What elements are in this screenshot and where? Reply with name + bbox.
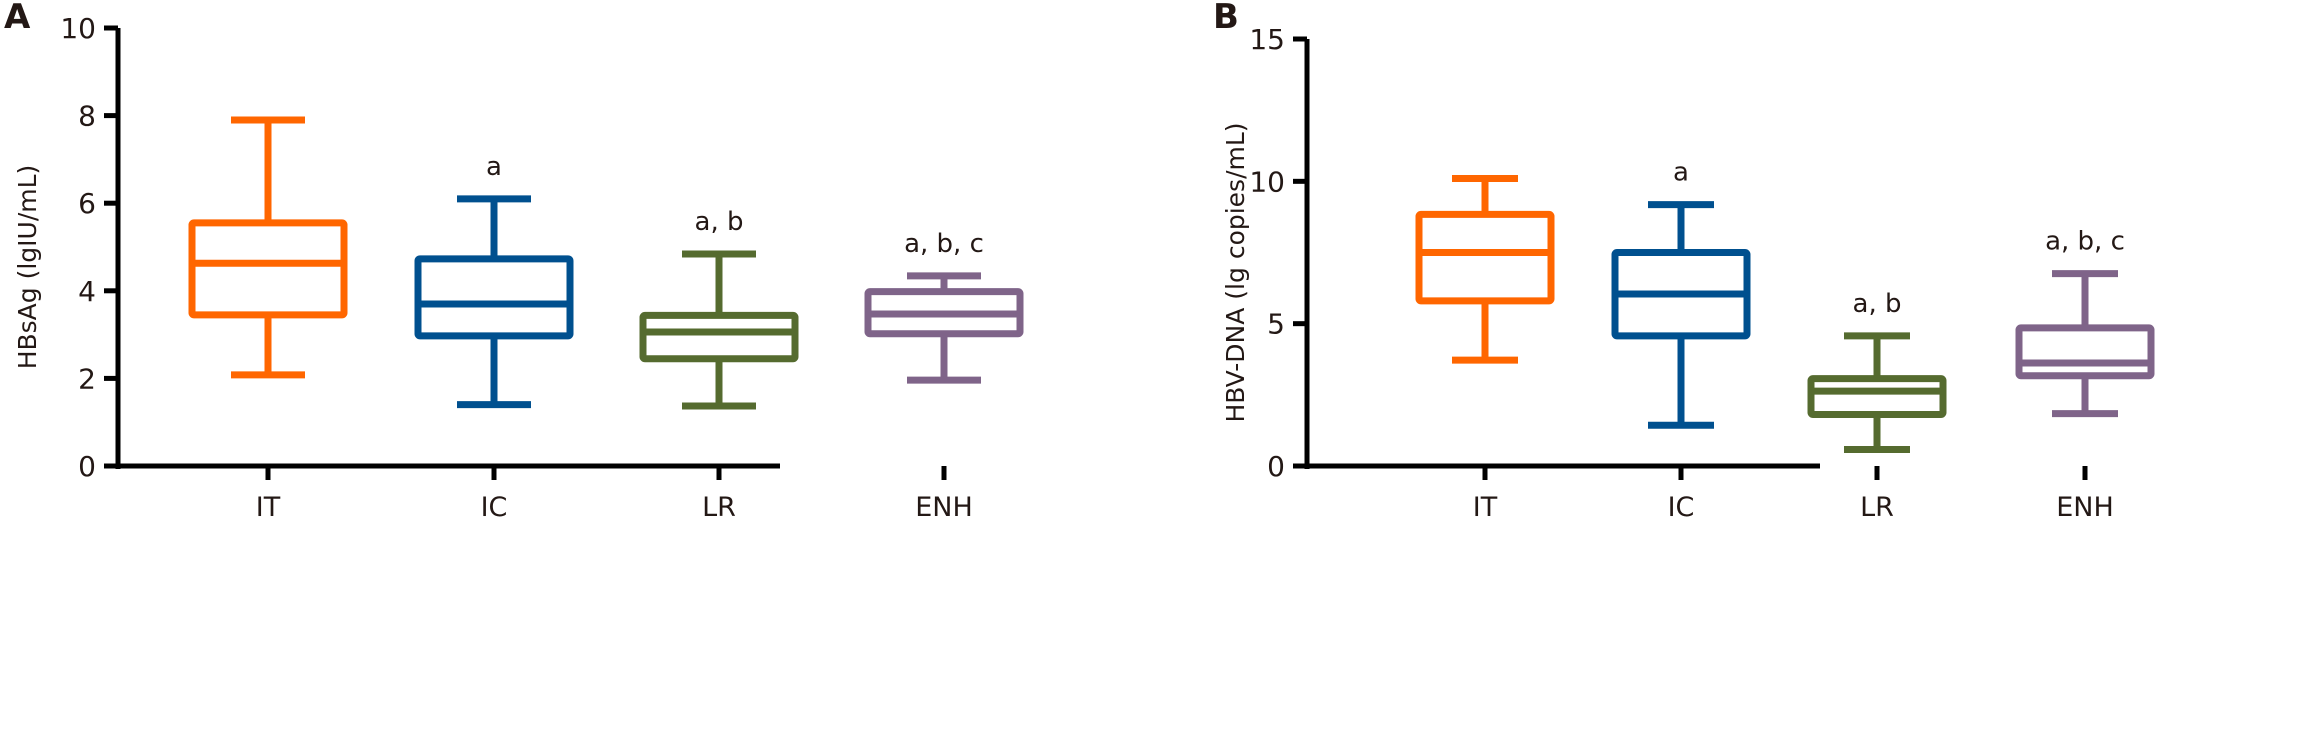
iqr-box: [639, 311, 799, 363]
significance-annotation: a, b, c: [2045, 227, 2125, 257]
significance-annotation: a: [1673, 158, 1689, 188]
x-tick-label: ENH: [915, 492, 973, 523]
y-tick-label: 10: [1249, 165, 1285, 198]
y-tick-label: 4: [78, 275, 96, 308]
iqr-box: [1807, 375, 1947, 418]
iqr-box: [414, 255, 574, 340]
y-tick-label: 8: [78, 100, 96, 133]
box-enh: a, b, c: [864, 229, 1024, 384]
box-lr: a, b: [1807, 289, 1947, 453]
iqr-box: [1415, 210, 1555, 305]
y-tick-label: 0: [78, 450, 96, 483]
panel-label: A: [4, 0, 31, 37]
significance-annotation: a, b: [1853, 289, 1902, 319]
y-tick-label: 15: [1249, 23, 1285, 56]
significance-annotation: a, b, c: [904, 229, 984, 259]
y-tick-label: 6: [78, 187, 96, 220]
y-axis-label: HBsAg (lgIU/mL): [13, 165, 42, 370]
x-tick-label: IT: [256, 492, 281, 523]
y-tick-label: 2: [78, 362, 96, 395]
y-tick-label: 0: [1267, 450, 1285, 483]
x-tick-label: IC: [1668, 492, 1695, 523]
significance-annotation: a: [486, 152, 502, 182]
x-tick-label: ENH: [2056, 492, 2114, 523]
significance-annotation: a, b: [695, 207, 744, 237]
box-enh: a, b, c: [2015, 227, 2155, 418]
x-tick-label: IC: [481, 492, 508, 523]
x-tick-label: LR: [1860, 492, 1894, 523]
box-lr: a, b: [639, 207, 799, 410]
box-ic: a: [1611, 158, 1751, 429]
panel-A: A 0 2 4 6 8 10 HBsAg (lgIU/mL) IT IC LR ENH a a, b a, …: [4, 0, 1024, 523]
panel-B: B 0 5 10 15 HBV-DNA (lg copies/mL) IT IC LR ENH a a…: [1213, 0, 2155, 523]
box-it: [1415, 174, 1555, 364]
y-axis-label: HBV-DNA (lg copies/mL): [1221, 122, 1250, 422]
iqr-box: [2015, 324, 2155, 380]
y-tick-label: 10: [60, 12, 96, 45]
y-tick-label: 5: [1267, 308, 1285, 341]
panel-label: B: [1213, 0, 1239, 37]
box-ic: a: [414, 152, 574, 409]
x-tick-label: IT: [1473, 492, 1498, 523]
box-it: [188, 116, 348, 379]
x-tick-label: LR: [702, 492, 736, 523]
iqr-box: [188, 219, 348, 319]
